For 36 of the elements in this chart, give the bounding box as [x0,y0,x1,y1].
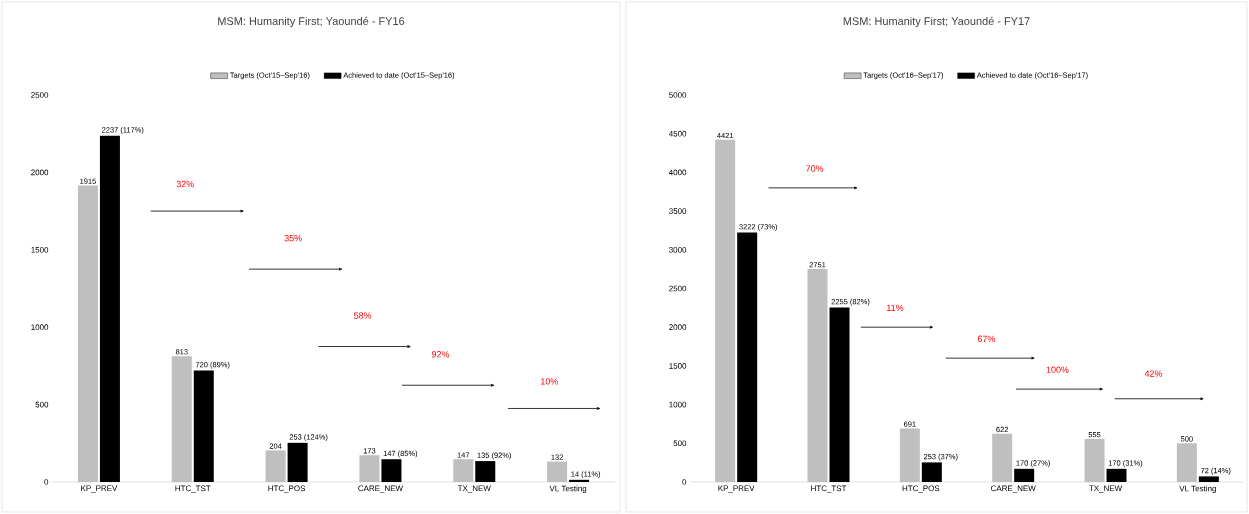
annotation: 42% [1144,370,1163,377]
bar [1106,468,1127,482]
annotation: 92% [431,351,450,358]
annotation: 35% [284,235,302,242]
bar [381,459,402,482]
annotation: 58% [353,312,372,319]
bar [737,232,758,482]
annotation: 100% [1046,366,1069,373]
bar [99,135,120,482]
annotation: 10% [541,378,558,385]
annotation: 70% [806,165,824,172]
bar [899,428,920,482]
bar [265,450,286,482]
bar [547,461,568,482]
bar [171,356,192,482]
bar [1084,439,1105,482]
bar [829,307,850,482]
bar [453,459,474,482]
annotation: 67% [977,335,996,342]
bar [569,479,590,482]
bar [77,185,98,482]
bar [992,433,1013,482]
annotation: 32% [176,180,194,188]
chart-title: MSM: Humanity First; Yaoundé - FY17 [843,16,1030,28]
bar [715,139,736,482]
bar [921,462,942,482]
bar [287,442,308,482]
bar [1176,443,1197,482]
bar [193,370,214,482]
bar [1198,476,1219,482]
annotation: 11% [887,304,904,311]
bar [475,461,496,482]
bar [807,269,828,482]
bar [359,455,380,482]
bar [1014,468,1035,482]
chart-title: MSM: Humanity First; Yaoundé - FY16 [218,16,405,28]
